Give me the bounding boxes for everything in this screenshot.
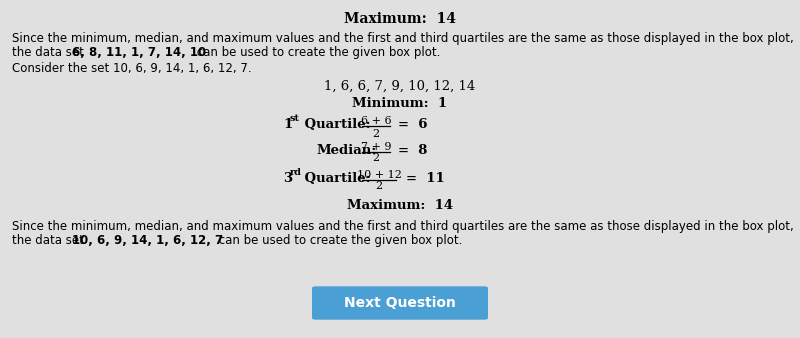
Text: can be used to create the given box plot.: can be used to create the given box plot… — [215, 234, 462, 247]
Text: the data set: the data set — [12, 234, 88, 247]
Text: Quartile:: Quartile: — [300, 118, 370, 131]
Text: Quartile:: Quartile: — [300, 172, 370, 185]
Text: Median:: Median: — [316, 144, 376, 157]
Text: Minimum:  1: Minimum: 1 — [353, 97, 447, 110]
Text: can be used to create the given box plot.: can be used to create the given box plot… — [193, 46, 440, 59]
Text: Since the minimum, median, and maximum values and the first and third quartiles : Since the minimum, median, and maximum v… — [12, 32, 794, 45]
Text: 2: 2 — [373, 153, 379, 163]
Text: Since the minimum, median, and maximum values and the first and third quartiles : Since the minimum, median, and maximum v… — [12, 220, 794, 233]
Text: Maximum:  14: Maximum: 14 — [347, 199, 453, 212]
Text: 6 + 6: 6 + 6 — [361, 116, 391, 126]
Text: rd: rd — [290, 168, 302, 177]
Text: 10, 6, 9, 14, 1, 6, 12, 7: 10, 6, 9, 14, 1, 6, 12, 7 — [72, 234, 223, 247]
Text: 3: 3 — [283, 172, 292, 185]
Text: 2: 2 — [375, 181, 382, 191]
Text: Consider the set 10, 6, 9, 14, 1, 6, 12, 7.: Consider the set 10, 6, 9, 14, 1, 6, 12,… — [12, 62, 252, 75]
Text: 1, 6, 6, 7, 9, 10, 12, 14: 1, 6, 6, 7, 9, 10, 12, 14 — [324, 80, 476, 93]
Text: Maximum:  14: Maximum: 14 — [344, 12, 456, 26]
Text: st: st — [290, 114, 300, 123]
Text: 6, 8, 11, 1, 7, 14, 10: 6, 8, 11, 1, 7, 14, 10 — [72, 46, 206, 59]
Text: =  8: = 8 — [398, 144, 427, 157]
Text: the data set: the data set — [12, 46, 88, 59]
Text: 7 + 9: 7 + 9 — [361, 142, 391, 152]
Text: =  6: = 6 — [398, 118, 427, 131]
Text: =  11: = 11 — [406, 172, 445, 185]
Text: 10 + 12: 10 + 12 — [357, 170, 402, 180]
Text: 2: 2 — [373, 129, 379, 139]
Text: 1: 1 — [283, 118, 292, 131]
Text: Next Question: Next Question — [344, 296, 456, 310]
